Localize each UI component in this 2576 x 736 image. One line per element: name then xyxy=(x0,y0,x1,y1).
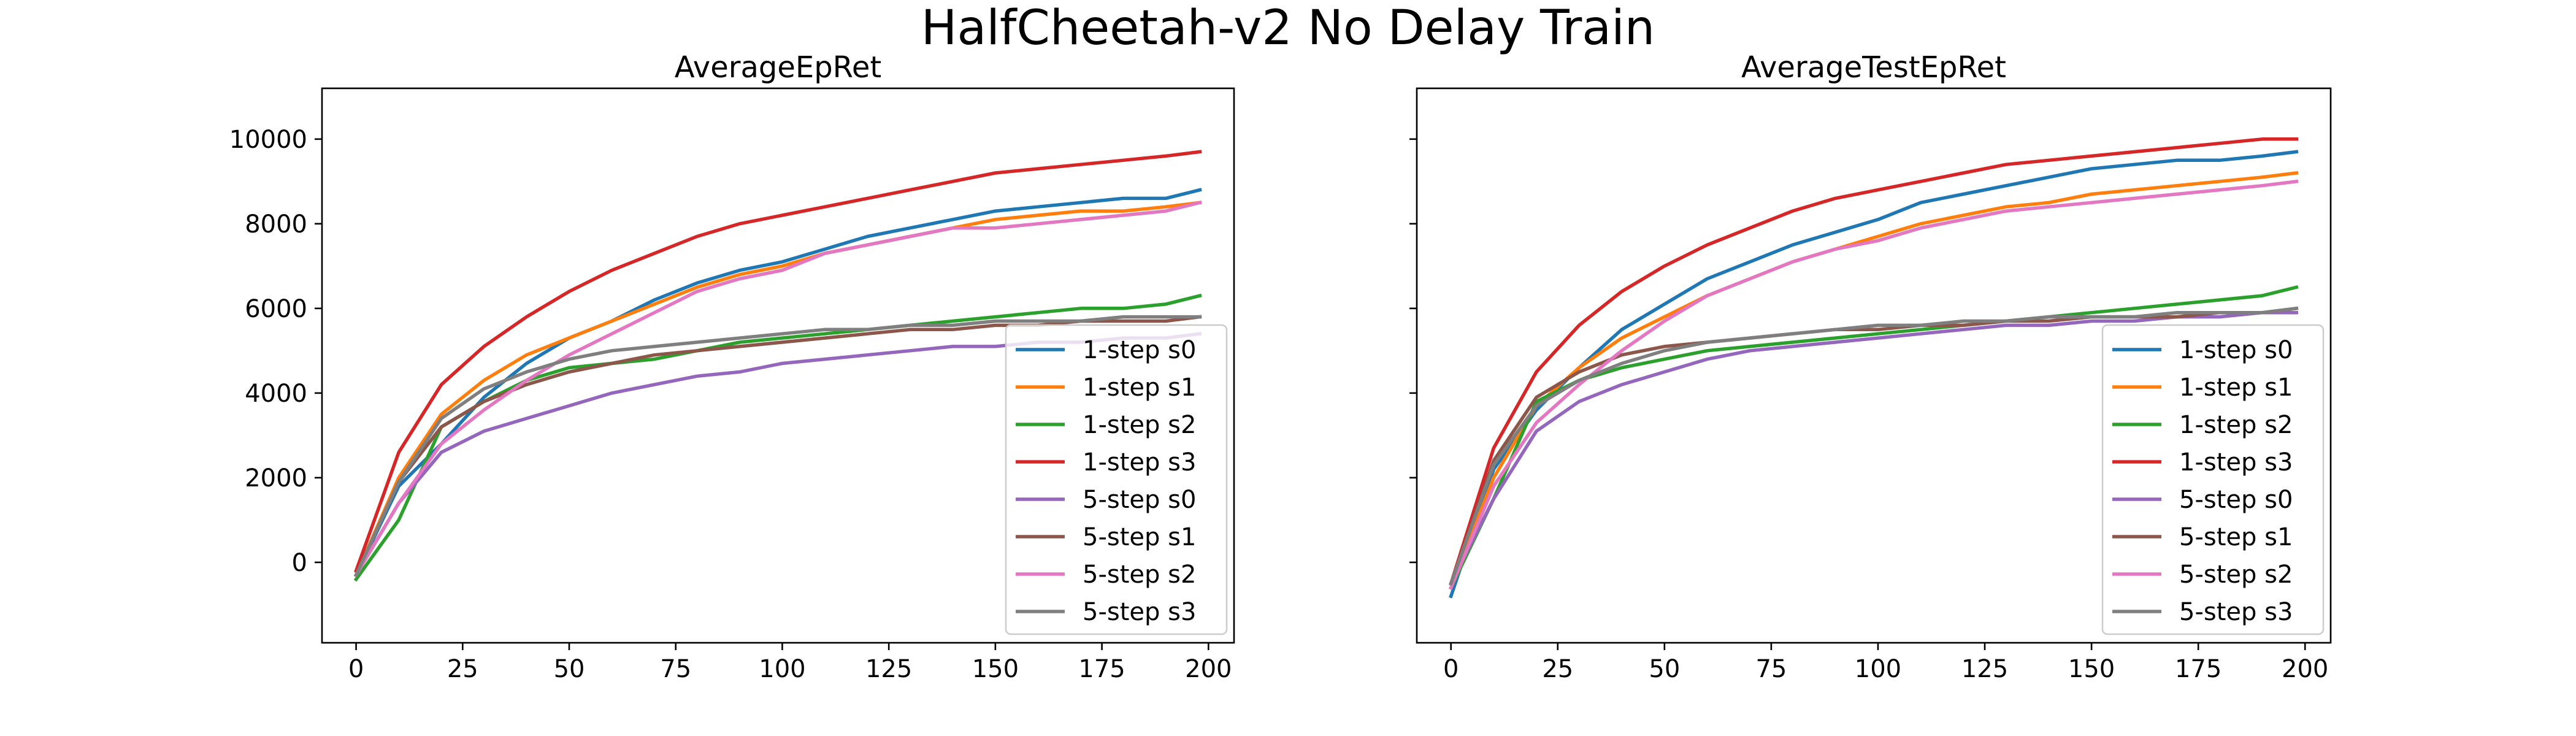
figure-title: HalfCheetah-v2 No Delay Train xyxy=(921,1,1655,56)
legend-label: 5-step s2 xyxy=(2179,561,2293,589)
legend-label: 1-step s2 xyxy=(1083,411,1196,439)
series-line-1-step-s1 xyxy=(353,201,1202,578)
series-line-5-step-s3 xyxy=(1449,306,2299,586)
legend-label: 5-step s1 xyxy=(2179,523,2293,551)
series-line-1-step-s0 xyxy=(353,188,1202,578)
legend-frame xyxy=(1005,324,1228,635)
y-tick-label: 8000 xyxy=(245,210,307,239)
axes-frame xyxy=(321,87,1235,644)
x-tick-label: 75 xyxy=(660,655,691,683)
legend-label: 5-step s2 xyxy=(1083,561,1196,589)
legend: 1-step s0 1-step s1 1-step s2 1-step s3 5-st… xyxy=(2101,324,2325,635)
y-tick-label: 6000 xyxy=(245,295,307,323)
legend-label: 1-step s1 xyxy=(1083,374,1196,402)
legend-label: 5-step s0 xyxy=(1083,486,1196,514)
legend-label: 5-step s0 xyxy=(2179,486,2293,514)
x-tick-label: 50 xyxy=(1649,655,1680,683)
x-tick-label: 150 xyxy=(972,655,1019,683)
x-tick-label: 75 xyxy=(1755,655,1787,683)
x-tick-label: 50 xyxy=(554,655,585,683)
x-tick-label: 25 xyxy=(447,655,478,683)
series-line-1-step-s3 xyxy=(354,150,1202,573)
legend: 1-step s0 1-step s1 1-step s2 1-step s3 5-st… xyxy=(1005,324,1228,635)
series-line-5-step-s2 xyxy=(353,200,1202,578)
legend-label: 1-step s0 xyxy=(1083,336,1196,364)
x-tick-label: 0 xyxy=(348,655,364,683)
axis-title: AverageTestEpRet xyxy=(1741,50,2006,85)
series-line-1-step-s3 xyxy=(1449,137,2299,586)
x-tick-label: 200 xyxy=(1185,655,1232,683)
plot-area xyxy=(353,150,1202,582)
legend-label: 1-step s3 xyxy=(1083,448,1196,477)
legend-label: 1-step s3 xyxy=(2179,448,2293,477)
series-line-5-step-s1 xyxy=(1449,306,2299,586)
axis-title: AverageEpRet xyxy=(675,50,881,85)
legend-label: 5-step s1 xyxy=(1083,523,1196,551)
x-tick-label: 125 xyxy=(865,655,912,683)
series-line-1-step-s1 xyxy=(1449,171,2299,590)
x-tick-label: 100 xyxy=(1855,655,1901,683)
legend-label: 1-step s0 xyxy=(2179,336,2293,364)
legend-label: 5-step s3 xyxy=(2179,598,2293,626)
y-tick-label: 2000 xyxy=(245,464,307,493)
x-tick-label: 200 xyxy=(2282,655,2328,683)
x-tick-label: 175 xyxy=(1078,655,1125,683)
x-tick-label: 100 xyxy=(759,655,805,683)
x-tick-label: 175 xyxy=(2175,655,2221,683)
plot-area xyxy=(1449,137,2299,599)
y-tick-label: 0 xyxy=(292,549,307,577)
y-tick-label: 10000 xyxy=(229,126,307,154)
legend-label: 1-step s2 xyxy=(2179,411,2293,439)
x-tick-label: 150 xyxy=(2068,655,2115,683)
x-tick-label: 125 xyxy=(1961,655,2008,683)
x-tick-label: 0 xyxy=(1443,655,1459,683)
y-tick-label: 4000 xyxy=(245,380,307,408)
legend-frame xyxy=(2101,324,2325,635)
subplot-average-test-ep-ret: AverageTestEpRet 0 25 50 75 100 125 150 175 200 1-… xyxy=(1409,50,2332,683)
series-line-1-step-s0 xyxy=(1449,150,2299,599)
legend-label: 1-step s1 xyxy=(2179,374,2293,402)
series-line-5-step-s3 xyxy=(353,315,1202,578)
legend-label: 5-step s3 xyxy=(1083,598,1196,626)
x-tick-label: 25 xyxy=(1542,655,1573,683)
axes-frame xyxy=(1416,87,2332,644)
